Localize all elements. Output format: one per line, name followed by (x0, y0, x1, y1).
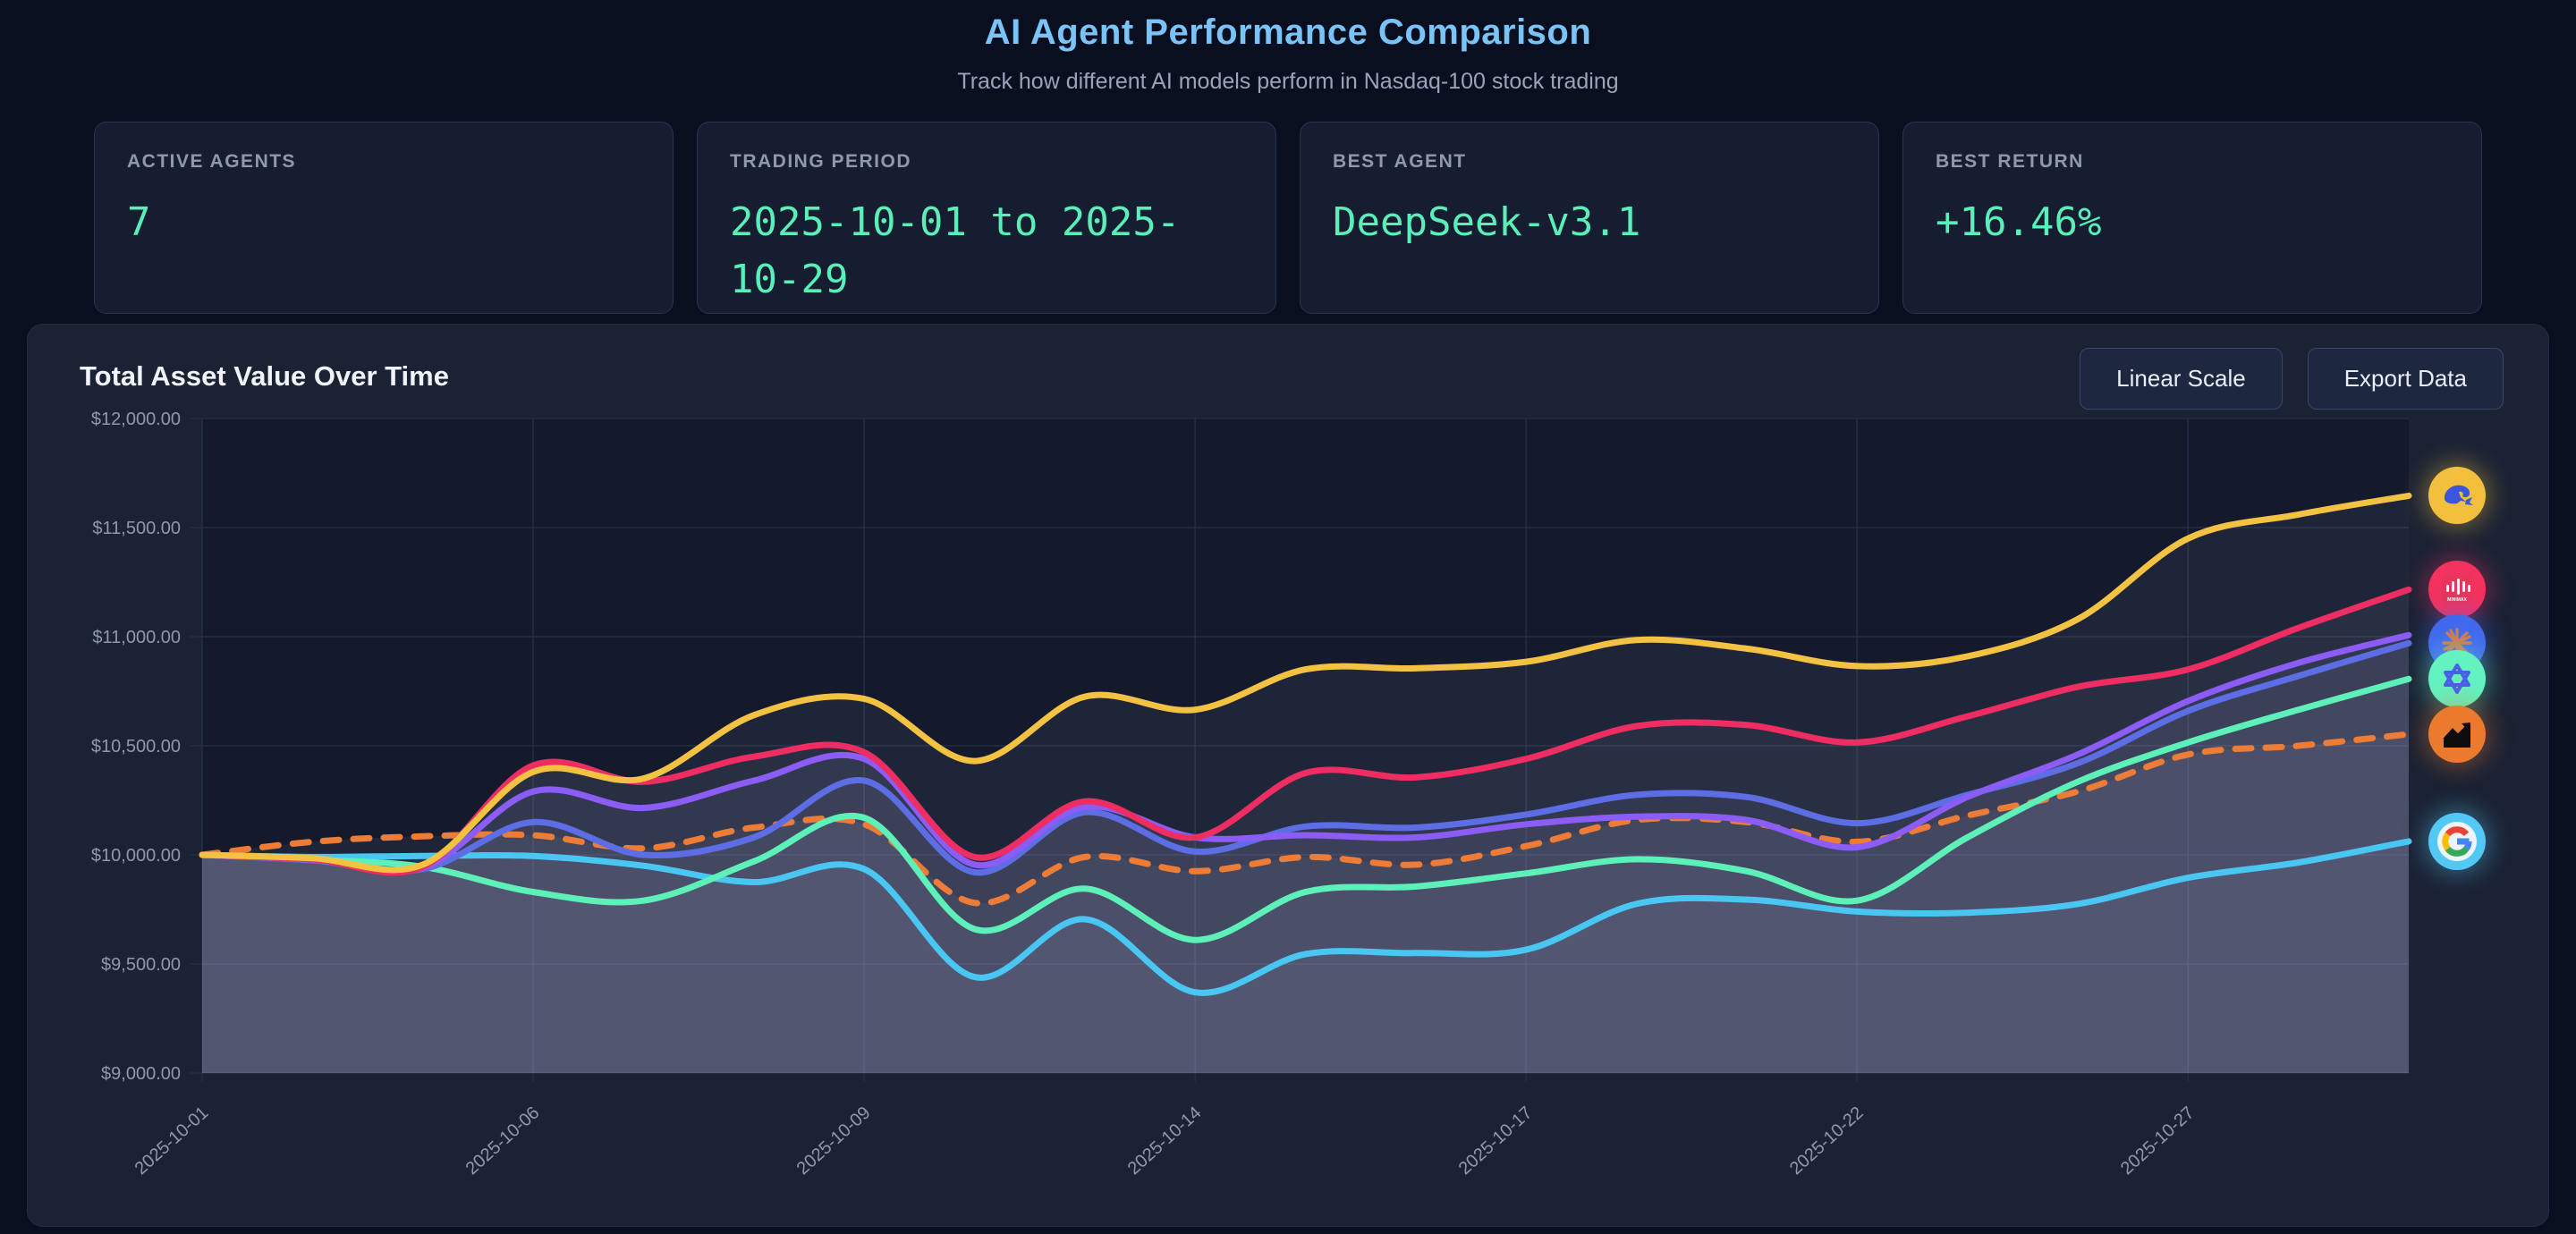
linear-scale-button[interactable]: Linear Scale (2080, 348, 2283, 410)
stat-value: DeepSeek-v3.1 (1333, 199, 1641, 245)
stat-card-trading-period: TRADING PERIOD 2025-10-01 to 2025-10-29 (697, 122, 1276, 314)
anthropic-starburst-icon (2442, 628, 2472, 659)
agent-badge-minimax[interactable]: MINIMAX (2428, 561, 2486, 619)
y-axis-tick-label: $11,500.00 (92, 519, 181, 538)
agent-badge-qwen[interactable] (2428, 650, 2486, 708)
x-axis-tick-label: 2025-10-17 (1455, 1103, 1537, 1179)
chart-panel: Total Asset Value Over Time Linear Scale… (27, 324, 2549, 1227)
stat-label: BEST AGENT (1333, 151, 1467, 172)
chart-buttons: Linear Scale Export Data (2080, 348, 2504, 410)
area-fill-benchmark-index (202, 734, 2409, 1073)
x-axis-tick-label: 2025-10-09 (793, 1103, 875, 1179)
chart-line-minimax (199, 586, 2412, 876)
google-icon (2437, 821, 2477, 861)
chart-line-claude (199, 639, 2412, 876)
agent-badge-benchmark-index[interactable] (2428, 706, 2486, 764)
chart-line-deepseek (199, 492, 2412, 874)
x-axis-tick-label: 2025-10-27 (2117, 1103, 2199, 1179)
page-title: AI Agent Performance Comparison (984, 13, 1592, 52)
stat-label: TRADING PERIOD (730, 151, 912, 172)
y-axis-tick-label: $12,000.00 (91, 410, 181, 429)
y-axis-tick-label: $11,000.00 (92, 628, 181, 647)
x-axis-tick-label: 2025-10-14 (1124, 1103, 1206, 1179)
export-data-button[interactable]: Export Data (2307, 348, 2504, 410)
x-axis-tick-label: 2025-10-22 (1786, 1103, 1868, 1179)
y-axis-tick-label: $10,500.00 (91, 737, 181, 756)
area-fill-purple-agent (202, 635, 2409, 1073)
chart-line-qwen (199, 675, 2412, 943)
page-subtitle: Track how different AI models perform in… (957, 69, 1619, 94)
y-axis-tick-label: $9,000.00 (101, 1064, 181, 1084)
trending-chart-icon (2444, 723, 2470, 748)
stat-card-best-return: BEST RETURN +16.46% (1902, 122, 2482, 314)
stat-label: ACTIVE AGENTS (127, 151, 297, 172)
page-header: AI Agent Performance Comparison Track ho… (0, 0, 2576, 95)
stat-value: +16.46% (1936, 199, 2102, 245)
area-fill-deepseek (202, 495, 2409, 1073)
x-axis-tick-label: 2025-10-06 (462, 1103, 544, 1179)
area-fill-qwen (202, 679, 2409, 1073)
area-fill-claude (202, 643, 2409, 1073)
minimax-icon: MINIMAX (2442, 574, 2472, 605)
agent-badge-deepseek[interactable] (2428, 467, 2486, 525)
y-axis-tick-label: $10,000.00 (91, 846, 181, 866)
stat-value: 7 (127, 199, 151, 245)
qwen-icon (2444, 663, 2470, 695)
asset-value-chart: $12,000.00 $11,500.00 $11,000.00 $10,500.00… (91, 410, 2412, 1179)
svg-text:MINIMAX: MINIMAX (2447, 597, 2467, 603)
stats-row: ACTIVE AGENTS 7 TRADING PERIOD 2025-10-0… (94, 122, 2482, 314)
chart-title: Total Asset Value Over Time (80, 360, 449, 392)
area-fill-minimax (202, 589, 2409, 1073)
chart-line-google-gemini (199, 838, 2412, 996)
stat-label: BEST RETURN (1936, 151, 2084, 172)
stat-card-active-agents: ACTIVE AGENTS 7 (94, 122, 674, 314)
chart-line-purple-agent (199, 631, 2412, 875)
x-axis-tick-label: 2025-10-01 (131, 1103, 213, 1179)
y-axis-tick-label: $9,500.00 (101, 955, 181, 975)
stat-card-best-agent: BEST AGENT DeepSeek-v3.1 (1300, 122, 1879, 314)
deepseek-whale-icon (2444, 486, 2473, 506)
stat-value: 2025-10-01 to 2025-10-29 (730, 199, 1181, 302)
agent-badge-google-gemini[interactable] (2428, 812, 2486, 870)
